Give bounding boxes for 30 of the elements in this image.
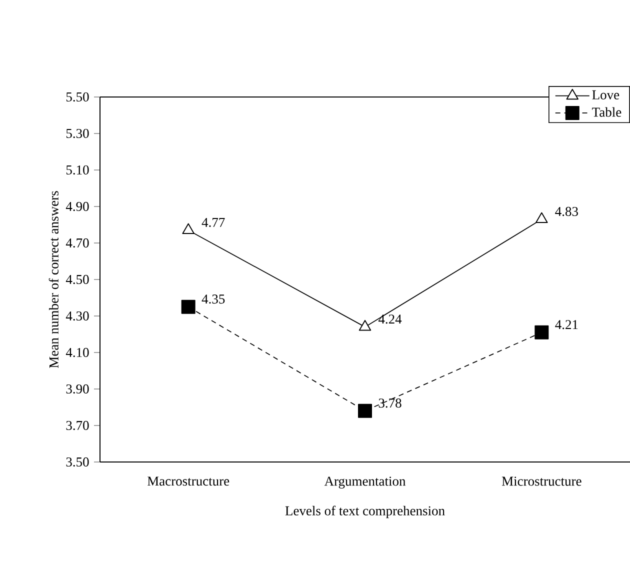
y-tick-label: 3.50: [66, 457, 89, 467]
data-label: 3.78: [378, 398, 402, 408]
y-axis-title: Mean number of correct answers: [48, 191, 58, 368]
legend-label: Love: [592, 90, 620, 100]
data-label: 4.35: [202, 294, 225, 304]
x-axis-title: Levels of text comprehension: [285, 506, 445, 518]
x-tick-label: Microstructure: [502, 476, 582, 486]
y-tick-label: 4.50: [66, 274, 89, 284]
legend-label: Table: [592, 107, 622, 117]
y-tick-label: 5.30: [66, 128, 89, 138]
y-tick-label: 4.10: [66, 348, 89, 358]
data-label: 4.83: [555, 206, 578, 216]
point: [534, 325, 549, 340]
point: [358, 404, 372, 418]
x-tick-label: Argumentation: [324, 476, 406, 489]
point: [182, 223, 194, 234]
y-tick-label: 3.70: [66, 420, 89, 430]
data-label: 4.21: [555, 320, 578, 330]
data-label: 4.24: [378, 314, 402, 324]
x-tick-label: Macrostructure: [147, 476, 230, 486]
y-tick-label: 4.70: [66, 238, 89, 248]
y-tick-label: 4.30: [66, 311, 89, 321]
data-label: 4.77: [202, 218, 225, 228]
y-tick-label: 3.90: [66, 384, 89, 394]
point: [181, 300, 196, 314]
y-tick-label: 4.90: [66, 202, 89, 212]
y-tick-label: 5.50: [66, 92, 89, 102]
point: [358, 320, 372, 331]
y-tick-label: 5.10: [66, 165, 89, 175]
point: [536, 212, 548, 224]
